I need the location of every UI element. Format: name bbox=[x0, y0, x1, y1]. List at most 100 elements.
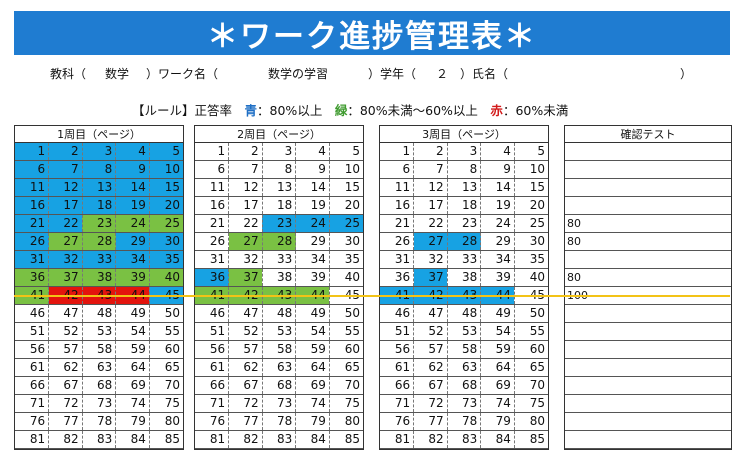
page-cell[interactable]: 6 bbox=[380, 160, 415, 179]
page-cell[interactable]: 32 bbox=[413, 250, 448, 269]
page-cell[interactable]: 76 bbox=[15, 412, 50, 431]
page-cell[interactable]: 51 bbox=[15, 322, 50, 341]
page-cell[interactable]: 34 bbox=[115, 250, 150, 269]
page-cell[interactable]: 57 bbox=[413, 340, 448, 359]
page-cell[interactable]: 16 bbox=[15, 196, 50, 215]
page-cell[interactable]: 52 bbox=[228, 322, 263, 341]
test-score-cell[interactable]: 80 bbox=[565, 269, 731, 287]
page-cell[interactable]: 2 bbox=[228, 143, 263, 161]
page-cell[interactable]: 55 bbox=[149, 322, 183, 341]
page-cell[interactable]: 49 bbox=[115, 304, 150, 323]
page-cell[interactable]: 69 bbox=[115, 376, 150, 395]
page-cell[interactable]: 12 bbox=[228, 178, 263, 197]
page-cell[interactable]: 72 bbox=[228, 394, 263, 413]
page-cell[interactable]: 36 bbox=[15, 268, 50, 287]
page-cell[interactable]: 79 bbox=[295, 412, 330, 431]
page-cell[interactable]: 16 bbox=[380, 196, 415, 215]
test-score-cell[interactable] bbox=[565, 161, 731, 179]
page-cell[interactable]: 29 bbox=[115, 232, 150, 251]
page-cell[interactable]: 81 bbox=[15, 430, 50, 449]
page-cell[interactable]: 68 bbox=[82, 376, 117, 395]
page-cell[interactable]: 73 bbox=[262, 394, 297, 413]
page-cell[interactable]: 26 bbox=[380, 232, 415, 251]
page-cell[interactable]: 1 bbox=[15, 143, 50, 161]
test-score-cell[interactable]: 80 bbox=[565, 215, 731, 233]
page-cell[interactable]: 32 bbox=[48, 250, 83, 269]
page-cell[interactable]: 24 bbox=[295, 214, 330, 233]
page-cell[interactable]: 21 bbox=[195, 214, 230, 233]
test-score-cell[interactable] bbox=[565, 395, 731, 413]
page-cell[interactable]: 60 bbox=[149, 340, 183, 359]
page-cell[interactable]: 7 bbox=[413, 160, 448, 179]
page-cell[interactable]: 24 bbox=[115, 214, 150, 233]
page-cell[interactable]: 52 bbox=[48, 322, 83, 341]
page-cell[interactable]: 48 bbox=[447, 304, 482, 323]
page-cell[interactable]: 35 bbox=[149, 250, 183, 269]
page-cell[interactable]: 35 bbox=[329, 250, 363, 269]
page-cell[interactable]: 37 bbox=[228, 268, 263, 287]
page-cell[interactable]: 72 bbox=[48, 394, 83, 413]
test-score-cell[interactable] bbox=[565, 143, 731, 161]
page-cell[interactable]: 49 bbox=[295, 304, 330, 323]
test-score-cell[interactable] bbox=[565, 377, 731, 395]
page-cell[interactable]: 8 bbox=[82, 160, 117, 179]
page-cell[interactable]: 67 bbox=[48, 376, 83, 395]
page-cell[interactable]: 57 bbox=[48, 340, 83, 359]
page-cell[interactable]: 13 bbox=[82, 178, 117, 197]
page-cell[interactable]: 72 bbox=[413, 394, 448, 413]
page-cell[interactable]: 66 bbox=[195, 376, 230, 395]
page-cell[interactable]: 5 bbox=[329, 143, 363, 161]
page-cell[interactable]: 60 bbox=[514, 340, 548, 359]
page-cell[interactable]: 63 bbox=[447, 358, 482, 377]
page-cell[interactable]: 65 bbox=[514, 358, 548, 377]
page-cell[interactable]: 64 bbox=[480, 358, 515, 377]
page-cell[interactable]: 67 bbox=[413, 376, 448, 395]
page-cell[interactable]: 40 bbox=[329, 268, 363, 287]
page-cell[interactable]: 62 bbox=[228, 358, 263, 377]
page-cell[interactable]: 22 bbox=[48, 214, 83, 233]
page-cell[interactable]: 32 bbox=[228, 250, 263, 269]
test-score-cell[interactable] bbox=[565, 341, 731, 359]
page-cell[interactable]: 31 bbox=[195, 250, 230, 269]
page-cell[interactable]: 36 bbox=[195, 268, 230, 287]
page-cell[interactable]: 13 bbox=[262, 178, 297, 197]
page-cell[interactable]: 6 bbox=[15, 160, 50, 179]
page-cell[interactable]: 56 bbox=[15, 340, 50, 359]
page-cell[interactable]: 8 bbox=[262, 160, 297, 179]
page-cell[interactable]: 79 bbox=[480, 412, 515, 431]
page-cell[interactable]: 4 bbox=[115, 143, 150, 161]
page-cell[interactable]: 47 bbox=[413, 304, 448, 323]
page-cell[interactable]: 11 bbox=[380, 178, 415, 197]
page-cell[interactable]: 28 bbox=[262, 232, 297, 251]
page-cell[interactable]: 14 bbox=[480, 178, 515, 197]
page-cell[interactable]: 71 bbox=[380, 394, 415, 413]
page-cell[interactable]: 13 bbox=[447, 178, 482, 197]
test-score-cell[interactable] bbox=[565, 413, 731, 431]
page-cell[interactable]: 71 bbox=[15, 394, 50, 413]
page-cell[interactable]: 25 bbox=[514, 214, 548, 233]
page-cell[interactable]: 40 bbox=[149, 268, 183, 287]
page-cell[interactable]: 23 bbox=[447, 214, 482, 233]
page-cell[interactable]: 80 bbox=[149, 412, 183, 431]
test-score-cell[interactable] bbox=[565, 197, 731, 215]
page-cell[interactable]: 2 bbox=[413, 143, 448, 161]
page-cell[interactable]: 6 bbox=[195, 160, 230, 179]
page-cell[interactable]: 24 bbox=[480, 214, 515, 233]
page-cell[interactable]: 37 bbox=[413, 268, 448, 287]
page-cell[interactable]: 17 bbox=[48, 196, 83, 215]
page-cell[interactable]: 59 bbox=[115, 340, 150, 359]
page-cell[interactable]: 73 bbox=[447, 394, 482, 413]
page-cell[interactable]: 78 bbox=[262, 412, 297, 431]
page-cell[interactable]: 58 bbox=[82, 340, 117, 359]
page-cell[interactable]: 82 bbox=[48, 430, 83, 449]
page-cell[interactable]: 55 bbox=[514, 322, 548, 341]
page-cell[interactable]: 14 bbox=[115, 178, 150, 197]
page-cell[interactable]: 19 bbox=[115, 196, 150, 215]
page-cell[interactable]: 9 bbox=[480, 160, 515, 179]
page-cell[interactable]: 48 bbox=[262, 304, 297, 323]
page-cell[interactable]: 77 bbox=[228, 412, 263, 431]
page-cell[interactable]: 21 bbox=[380, 214, 415, 233]
page-cell[interactable]: 81 bbox=[195, 430, 230, 449]
page-cell[interactable]: 78 bbox=[82, 412, 117, 431]
page-cell[interactable]: 29 bbox=[480, 232, 515, 251]
